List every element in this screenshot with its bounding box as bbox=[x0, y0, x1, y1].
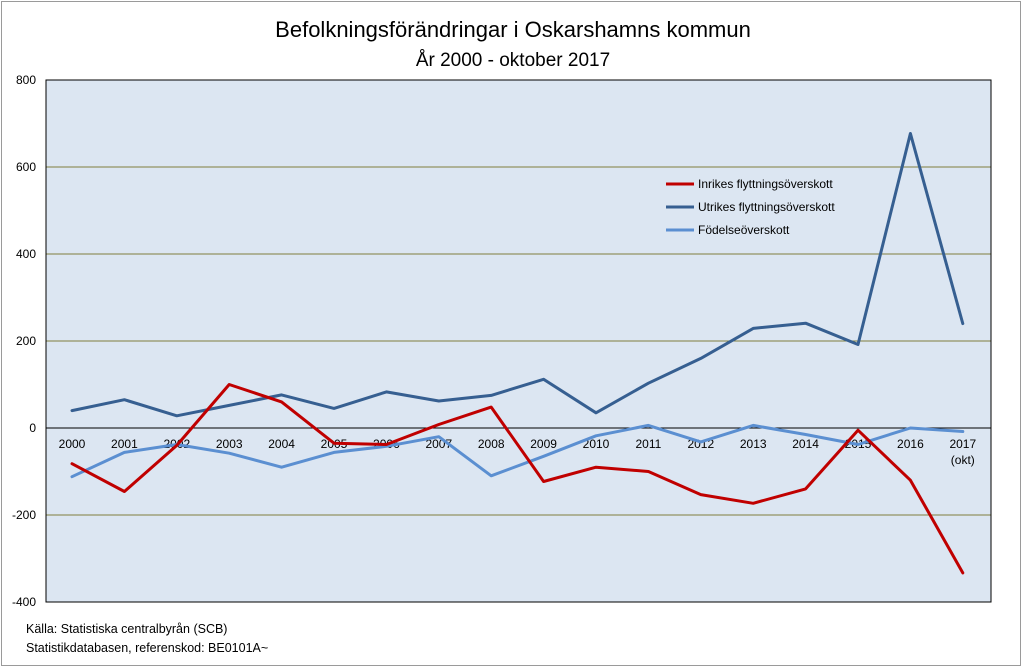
x-tick-label: 2011 bbox=[635, 437, 661, 451]
data-point bbox=[490, 406, 493, 409]
x-tick-label: 2000 bbox=[59, 437, 86, 451]
y-tick-label: -200 bbox=[12, 508, 36, 522]
data-point bbox=[752, 327, 755, 330]
data-point bbox=[280, 400, 283, 403]
data-point bbox=[71, 475, 74, 478]
data-point bbox=[437, 435, 440, 438]
chart-subtitle: År 2000 - oktober 2017 bbox=[416, 50, 610, 71]
source-line-2: Statistikdatabasen, referenskod: BE0101A… bbox=[26, 641, 268, 655]
legend-label-3: Födelseöverskott bbox=[698, 223, 790, 237]
data-point bbox=[804, 322, 807, 325]
x-tick-label: 2010 bbox=[583, 437, 610, 451]
source-line-1: Källa: Statistiska centralbyrån (SCB) bbox=[26, 622, 227, 636]
y-tick-label: 0 bbox=[29, 421, 36, 435]
data-point bbox=[804, 487, 807, 490]
data-point bbox=[385, 443, 388, 446]
x-tick-label: 2001 bbox=[111, 437, 138, 451]
x-tick-label: 2013 bbox=[740, 437, 767, 451]
data-point bbox=[123, 451, 126, 454]
y-tick-label: 600 bbox=[16, 160, 36, 174]
data-point bbox=[542, 455, 545, 458]
legend-label-1: Inrikes flyttningsöverskott bbox=[698, 177, 833, 191]
data-point bbox=[647, 382, 650, 385]
data-point bbox=[490, 474, 493, 477]
data-point bbox=[490, 394, 493, 397]
data-point bbox=[228, 383, 231, 386]
data-point bbox=[909, 479, 912, 482]
x-tick-label: 2014 bbox=[792, 437, 819, 451]
data-point bbox=[542, 378, 545, 381]
data-point bbox=[228, 452, 231, 455]
data-point bbox=[71, 409, 74, 412]
data-point bbox=[909, 427, 912, 430]
x-tick-label: 2017 bbox=[949, 437, 976, 451]
data-point bbox=[857, 343, 860, 346]
x-tick-label: 2016 bbox=[897, 437, 924, 451]
data-point bbox=[333, 442, 336, 445]
data-point bbox=[699, 357, 702, 360]
data-point bbox=[804, 433, 807, 436]
data-point bbox=[280, 393, 283, 396]
series-line-1 bbox=[70, 383, 965, 575]
data-point bbox=[385, 390, 388, 393]
x-tick-sublabel: (okt) bbox=[951, 453, 975, 467]
series-line-2 bbox=[70, 132, 965, 418]
data-point bbox=[857, 429, 860, 432]
data-point bbox=[752, 424, 755, 427]
y-tick-label: 400 bbox=[16, 247, 36, 261]
data-point bbox=[857, 443, 860, 446]
data-point bbox=[647, 470, 650, 473]
y-tick-label: 800 bbox=[16, 73, 36, 87]
data-point bbox=[699, 493, 702, 496]
data-point bbox=[333, 407, 336, 410]
data-point bbox=[647, 424, 650, 427]
x-tick-label: 2004 bbox=[268, 437, 295, 451]
data-point bbox=[542, 480, 545, 483]
data-point bbox=[71, 462, 74, 465]
data-point bbox=[595, 434, 598, 437]
data-point bbox=[228, 404, 231, 407]
plot-border bbox=[45, 79, 992, 603]
data-point bbox=[961, 571, 964, 574]
chart-title: Befolkningsförändringar i Oskarshamns ko… bbox=[275, 17, 751, 42]
data-point bbox=[961, 322, 964, 325]
data-point bbox=[123, 490, 126, 493]
y-tick-label: -400 bbox=[12, 595, 36, 609]
data-point bbox=[437, 400, 440, 403]
x-tick-label: 2003 bbox=[216, 437, 243, 451]
data-point bbox=[333, 451, 336, 454]
data-point bbox=[595, 411, 598, 414]
legend: Inrikes flyttningsöverskott Utrikes flytt… bbox=[666, 177, 835, 237]
legend-label-2: Utrikes flyttningsöverskott bbox=[698, 200, 835, 214]
data-point bbox=[595, 466, 598, 469]
x-tick-label: 2008 bbox=[478, 437, 505, 451]
data-point bbox=[961, 430, 964, 433]
data-point bbox=[437, 423, 440, 426]
x-tick-label: 2009 bbox=[530, 437, 557, 451]
data-point bbox=[175, 414, 178, 417]
data-point bbox=[752, 502, 755, 505]
y-tick-label: 200 bbox=[16, 334, 36, 348]
data-point bbox=[123, 398, 126, 401]
data-point bbox=[280, 466, 283, 469]
data-point bbox=[175, 444, 178, 447]
data-point bbox=[909, 132, 912, 135]
series-line-3 bbox=[70, 423, 965, 479]
data-point bbox=[699, 440, 702, 443]
